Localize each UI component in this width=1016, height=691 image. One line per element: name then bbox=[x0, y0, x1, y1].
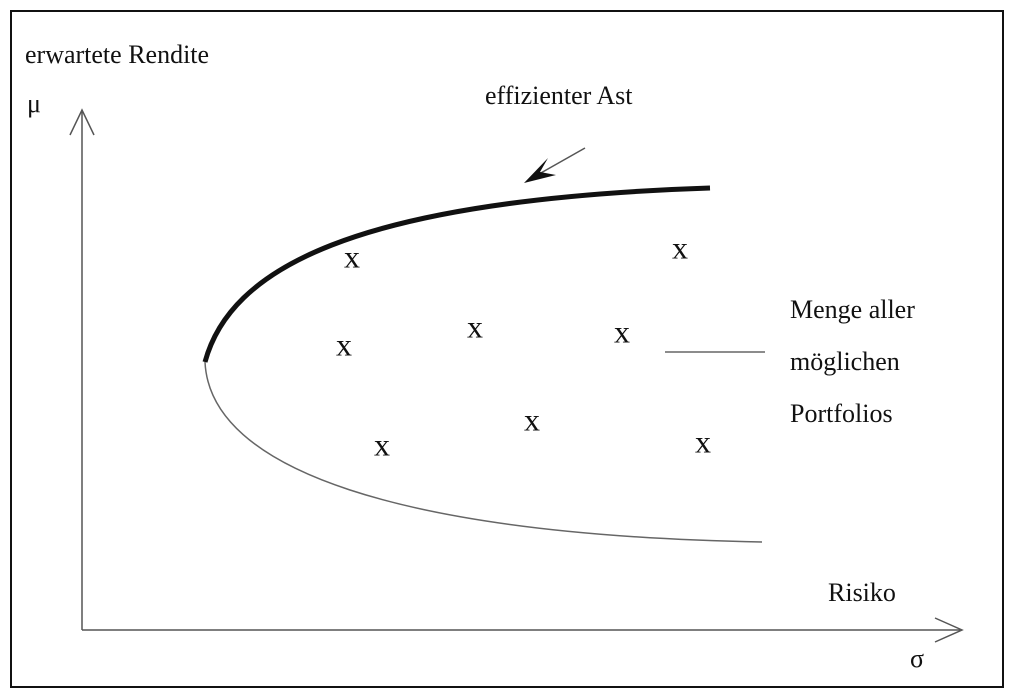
x-arrow bbox=[934, 617, 964, 643]
set-label: Portfolios bbox=[790, 399, 893, 428]
portfolio: x bbox=[695, 423, 711, 459]
portfolio: x bbox=[374, 426, 390, 462]
y-arrow bbox=[69, 108, 95, 136]
portfolio: x bbox=[336, 326, 352, 362]
set-label: Menge aller bbox=[790, 295, 915, 324]
portfolio: x bbox=[524, 401, 540, 437]
efficient-branch bbox=[202, 185, 711, 363]
portfolio: x bbox=[344, 238, 360, 274]
frame bbox=[10, 10, 1004, 688]
x-axis-label: Risiko bbox=[828, 578, 896, 607]
y-axis-label: erwartete Rendite bbox=[25, 40, 209, 69]
y-axis-symbol: μ bbox=[27, 89, 41, 118]
pointer-head bbox=[524, 158, 556, 183]
frontier-label: effizienter Ast bbox=[485, 81, 633, 110]
x-axis-symbol: σ bbox=[910, 644, 924, 673]
portfolio: x bbox=[467, 308, 483, 344]
portfolio: x bbox=[614, 313, 630, 349]
lower-branch bbox=[204, 361, 763, 543]
axes bbox=[69, 108, 964, 643]
set-label: möglichen bbox=[790, 347, 900, 376]
portfolio: x bbox=[672, 229, 688, 265]
